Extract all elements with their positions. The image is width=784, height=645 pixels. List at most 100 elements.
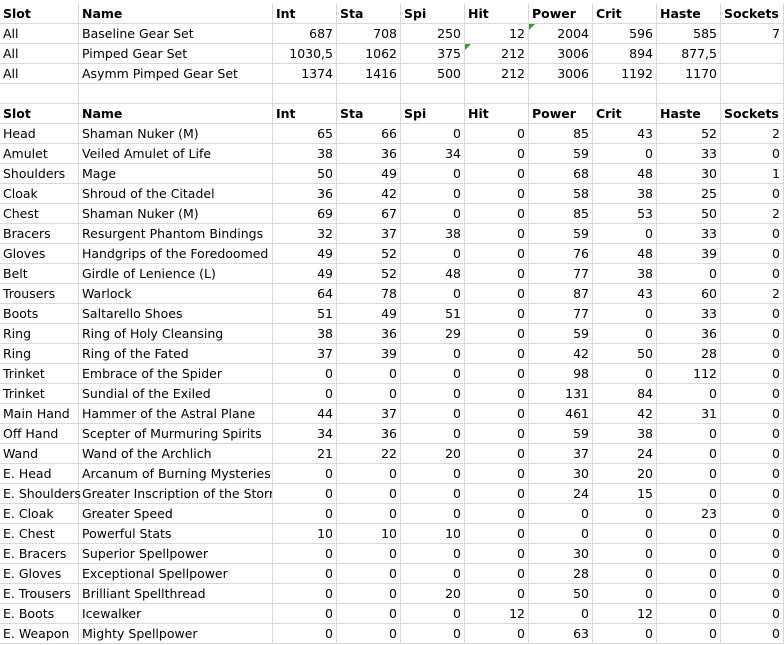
cell-crit[interactable]: 53 [593, 204, 657, 224]
cell-hit[interactable]: 12 [465, 24, 529, 44]
cell-empty[interactable] [465, 84, 529, 104]
cell-spi[interactable]: 0 [401, 504, 465, 524]
cell-power[interactable]: 59 [529, 224, 593, 244]
cell-int[interactable]: 32 [273, 224, 337, 244]
cell-power[interactable]: 3006 [529, 44, 593, 64]
cell-sockets[interactable]: 0 [721, 184, 784, 204]
cell-name[interactable]: Brilliant Spellthread [79, 584, 273, 604]
cell-name[interactable]: Pimped Gear Set [79, 44, 273, 64]
cell-sta[interactable]: 0 [337, 544, 401, 564]
cell-spi[interactable]: 0 [401, 624, 465, 644]
cell-name[interactable]: Veiled Amulet of Life [79, 144, 273, 164]
header-slot[interactable]: Slot [0, 4, 79, 24]
cell-hit[interactable]: 0 [465, 164, 529, 184]
cell-crit[interactable]: 48 [593, 244, 657, 264]
cell-spi[interactable]: 10 [401, 524, 465, 544]
cell-slot[interactable]: Cloak [0, 184, 79, 204]
cell-power[interactable]: 131 [529, 384, 593, 404]
header-hit[interactable]: Hit [465, 4, 529, 24]
cell-int[interactable]: 69 [273, 204, 337, 224]
cell-power[interactable]: 87 [529, 284, 593, 304]
cell-int[interactable]: 38 [273, 144, 337, 164]
cell-sta[interactable]: 52 [337, 244, 401, 264]
cell-slot[interactable]: Bracers [0, 224, 79, 244]
cell-slot[interactable]: Trinket [0, 364, 79, 384]
cell-slot[interactable]: Ring [0, 324, 79, 344]
cell-power[interactable]: 28 [529, 564, 593, 584]
cell-spi[interactable]: 0 [401, 604, 465, 624]
cell-spi[interactable]: 48 [401, 264, 465, 284]
cell-sockets[interactable]: 0 [721, 624, 784, 644]
cell-crit[interactable]: 596 [593, 24, 657, 44]
cell-haste[interactable]: 33 [657, 304, 721, 324]
cell-sockets[interactable]: 0 [721, 464, 784, 484]
cell-spi[interactable]: 20 [401, 444, 465, 464]
cell-sockets[interactable]: 1 [721, 164, 784, 184]
cell-empty[interactable] [721, 84, 784, 104]
cell-sta[interactable]: 36 [337, 424, 401, 444]
cell-int[interactable]: 0 [273, 624, 337, 644]
cell-crit[interactable]: 38 [593, 264, 657, 284]
cell-int[interactable]: 44 [273, 404, 337, 424]
cell-haste[interactable]: 585 [657, 24, 721, 44]
cell-slot[interactable]: E. Chest [0, 524, 79, 544]
cell-haste[interactable]: 52 [657, 124, 721, 144]
cell-sta[interactable]: 37 [337, 404, 401, 424]
cell-crit[interactable]: 0 [593, 564, 657, 584]
cell-slot[interactable]: E. Bracers [0, 544, 79, 564]
header-haste[interactable]: Haste [657, 4, 721, 24]
cell-int[interactable]: 34 [273, 424, 337, 444]
cell-crit[interactable]: 42 [593, 404, 657, 424]
cell-crit[interactable]: 894 [593, 44, 657, 64]
cell-name[interactable]: Saltarello Shoes [79, 304, 273, 324]
cell-name[interactable]: Handgrips of the Foredoomed ( [79, 244, 273, 264]
cell-sockets[interactable]: 2 [721, 284, 784, 304]
cell-sta[interactable]: 49 [337, 164, 401, 184]
header-crit[interactable]: Crit [593, 104, 657, 124]
header-power[interactable]: Power [529, 104, 593, 124]
cell-hit[interactable]: 0 [465, 144, 529, 164]
cell-sockets[interactable]: 0 [721, 244, 784, 264]
cell-power[interactable]: 2004 [529, 24, 593, 44]
cell-int[interactable]: 0 [273, 464, 337, 484]
cell-hit[interactable]: 0 [465, 244, 529, 264]
cell-spi[interactable]: 0 [401, 404, 465, 424]
cell-name[interactable]: Embrace of the Spider [79, 364, 273, 384]
cell-sta[interactable]: 1062 [337, 44, 401, 64]
cell-sockets[interactable] [721, 64, 784, 84]
cell-hit[interactable]: 0 [465, 444, 529, 464]
cell-empty[interactable] [529, 84, 593, 104]
cell-empty[interactable] [79, 84, 273, 104]
cell-haste[interactable]: 0 [657, 264, 721, 284]
cell-sockets[interactable]: 0 [721, 224, 784, 244]
cell-name[interactable]: Greater Inscription of the Storm [79, 484, 273, 504]
cell-sockets[interactable]: 0 [721, 324, 784, 344]
cell-slot[interactable]: E. Cloak [0, 504, 79, 524]
header-sockets[interactable]: Sockets [721, 104, 784, 124]
cell-int[interactable]: 10 [273, 524, 337, 544]
cell-sta[interactable]: 708 [337, 24, 401, 44]
cell-hit[interactable]: 0 [465, 504, 529, 524]
cell-int[interactable]: 38 [273, 324, 337, 344]
cell-hit[interactable]: 12 [465, 604, 529, 624]
cell-empty[interactable] [401, 84, 465, 104]
cell-crit[interactable]: 48 [593, 164, 657, 184]
cell-power[interactable]: 76 [529, 244, 593, 264]
cell-hit[interactable]: 0 [465, 624, 529, 644]
cell-haste[interactable]: 23 [657, 504, 721, 524]
cell-spi[interactable]: 0 [401, 204, 465, 224]
cell-slot[interactable]: E. Boots [0, 604, 79, 624]
header-name[interactable]: Name [79, 4, 273, 24]
cell-spi[interactable]: 0 [401, 364, 465, 384]
cell-name[interactable]: Wand of the Archlich [79, 444, 273, 464]
cell-power[interactable]: 37 [529, 444, 593, 464]
cell-spi[interactable]: 250 [401, 24, 465, 44]
cell-power[interactable]: 85 [529, 124, 593, 144]
cell-int[interactable]: 0 [273, 544, 337, 564]
cell-hit[interactable]: 0 [465, 264, 529, 284]
cell-sta[interactable]: 0 [337, 484, 401, 504]
cell-sockets[interactable]: 0 [721, 484, 784, 504]
header-spi[interactable]: Spi [401, 4, 465, 24]
header-spi[interactable]: Spi [401, 104, 465, 124]
cell-haste[interactable]: 0 [657, 544, 721, 564]
